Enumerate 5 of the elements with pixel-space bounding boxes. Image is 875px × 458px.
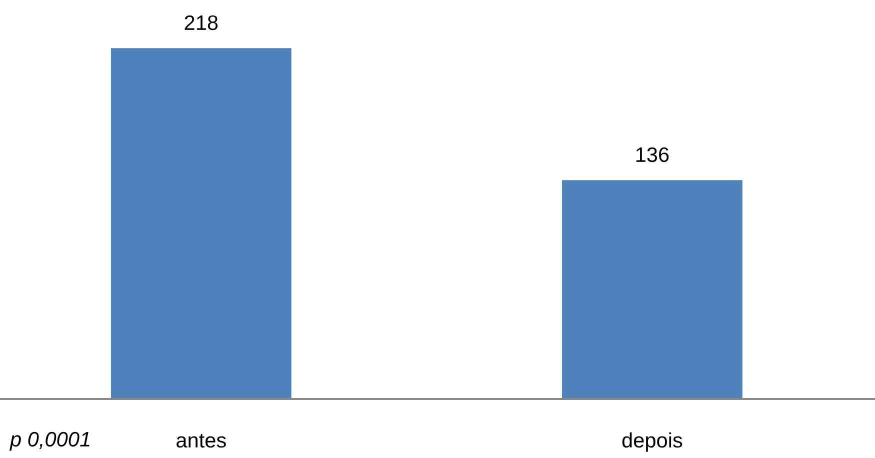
x-tick-label: depois bbox=[622, 432, 682, 452]
data-label: 136 bbox=[636, 147, 669, 162]
x-tick-label: antes bbox=[176, 434, 226, 448]
data-label: 218 bbox=[184, 15, 218, 30]
text: p 0,0001 bbox=[9, 432, 90, 451]
